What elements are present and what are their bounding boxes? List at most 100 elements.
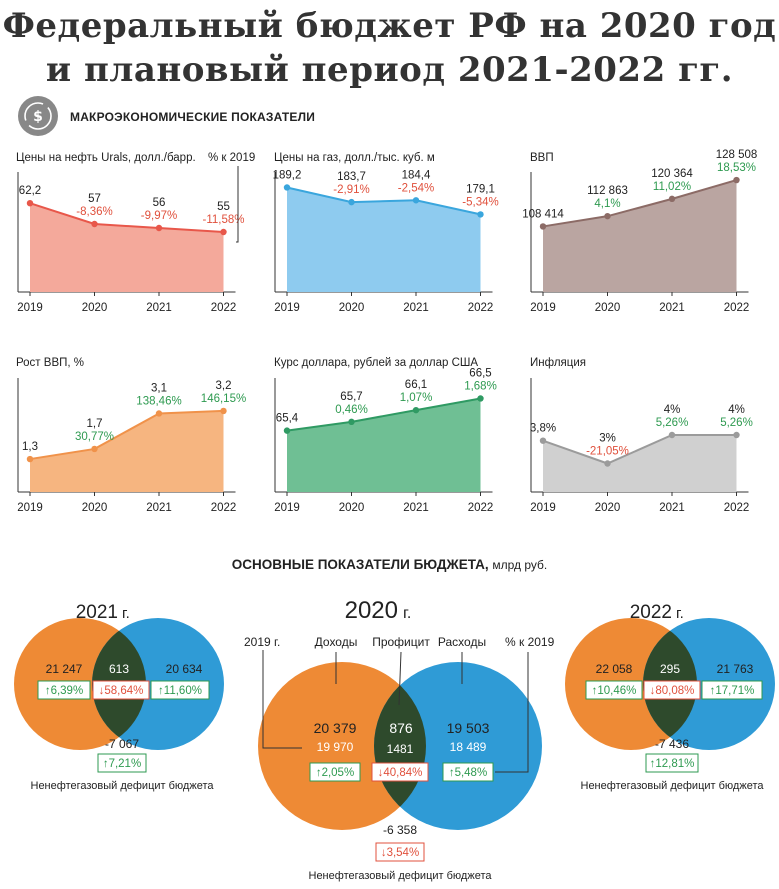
data-point: [91, 445, 98, 453]
deficit-2021: -7 067: [105, 737, 139, 751]
data-label: 65,7: [340, 391, 362, 403]
data-point: [348, 198, 355, 206]
deficit-2020: -6 358: [383, 823, 417, 837]
data-label: 179,1: [466, 183, 495, 195]
x-tick-label: 2020: [595, 502, 621, 514]
data-label: 1,7: [87, 418, 103, 430]
x-tick-label: 2022: [211, 502, 237, 514]
area-fill: [543, 435, 737, 492]
x-tick-label: 2021: [659, 302, 685, 314]
pct-label: 5,26%: [720, 417, 753, 429]
pct-label: -8,36%: [76, 206, 112, 218]
surplus-pct-2021: ↓58,64%: [99, 685, 144, 697]
x-tick-label: 2021: [403, 302, 429, 314]
income-pct-2020: ↑2,05%: [316, 767, 354, 779]
year-suffix-2022: г.: [676, 605, 684, 622]
surplus-2022: 295: [660, 662, 680, 676]
data-point: [604, 212, 611, 220]
area-fill: [30, 203, 224, 292]
expense-2022: 21 763: [717, 662, 754, 676]
chart-title-gdp: ВВП: [530, 152, 554, 164]
series-line: [542, 179, 737, 228]
x-tick-label: 2019: [274, 502, 300, 514]
chart-title-usd: Курс доллара, рублей за доллар США: [274, 357, 479, 369]
deficit-2022: -7 436: [655, 737, 689, 751]
data-point: [220, 228, 227, 236]
pct-label: 4,1%: [594, 198, 620, 210]
pct-label: -2,54%: [398, 182, 434, 194]
year-2021: 2021: [76, 602, 118, 623]
data-label: 120 364: [651, 168, 693, 180]
pct-label: 30,77%: [75, 431, 114, 443]
year-2022: 2022: [630, 602, 672, 623]
pct-label: 1,68%: [464, 380, 497, 392]
data-point: [477, 211, 484, 218]
expense-pct-2022-box: [701, 680, 763, 700]
connector-pct: [495, 652, 529, 773]
chart-title-gdp-growth: Рост ВВП, %: [16, 357, 84, 369]
data-label: 66,5: [469, 367, 491, 379]
data-point: [26, 200, 34, 207]
deficit-pct-2020: ↓3,54%: [381, 847, 419, 859]
data-point: [155, 410, 163, 417]
data-point: [26, 455, 34, 463]
data-label: 1,3: [22, 441, 38, 453]
chart-title-gas: Цены на газ, долл./тыс. куб. м: [274, 152, 435, 164]
col-surplus: Профицит: [372, 635, 430, 649]
page-title-line-2: и плановый период 2021-2022 гг.: [45, 50, 734, 90]
series-line: [286, 186, 481, 216]
data-label: 4%: [664, 404, 681, 416]
deficit-pct-2021-box: [97, 753, 147, 773]
income-pct-2020-box: [309, 762, 361, 782]
page-title-line-1: Федеральный бюджет РФ на 2020 год: [2, 6, 777, 46]
data-label: 55: [217, 201, 230, 213]
surplus-pct-2020-box: [371, 762, 429, 782]
col-expense: Расходы: [438, 635, 486, 649]
data-point: [477, 395, 484, 402]
deficit-label-2020: Ненефтегазовый дефицит бюджета: [309, 870, 493, 882]
income-2019: 19 970: [317, 740, 354, 754]
macro-section-title: МАКРОЭКОНОМИЧЕСКИЕ ПОКАЗАТЕЛИ: [70, 110, 316, 124]
surplus-pct-2020: ↓40,84%: [378, 767, 423, 779]
col-income: Доходы: [315, 635, 358, 649]
deficit-pct-2022: ↑12,81%: [650, 758, 695, 770]
x-tick-label: 2022: [724, 302, 750, 314]
surplus-overlap: [92, 618, 146, 750]
data-point: [412, 197, 420, 204]
x-tick-label: 2019: [530, 302, 556, 314]
income-circle: [258, 662, 426, 830]
deficit-pct-2020-box: [375, 842, 425, 862]
data-label: 3,8%: [530, 423, 556, 435]
pct-label: 0,46%: [335, 404, 368, 416]
data-point: [155, 224, 163, 232]
expense-pct-2022: ↑17,71%: [710, 685, 755, 697]
data-label: 128 508: [716, 149, 758, 161]
income-pct-2022-box: [585, 680, 643, 700]
pct-label: -5,34%: [462, 196, 498, 208]
data-label: 189,2: [273, 169, 302, 181]
data-point: [412, 406, 420, 414]
x-tick-label: 2022: [468, 302, 494, 314]
surplus-pct-2021-box: [92, 680, 150, 700]
expense-2019: 18 489: [450, 740, 487, 754]
x-tick-label: 2020: [339, 502, 365, 514]
deficit-label-2022: Ненефтегазовый дефицит бюджета: [581, 780, 765, 792]
col-pct: % к 2019: [505, 635, 555, 649]
data-point: [283, 427, 291, 434]
data-point: [283, 184, 291, 191]
data-label: 4%: [728, 404, 745, 416]
year-suffix-2020: г.: [403, 605, 411, 622]
pct-label: -21,05%: [586, 446, 629, 458]
series-line: [286, 397, 481, 432]
x-tick-label: 2021: [403, 502, 429, 514]
col-2019: 2019 г.: [244, 635, 280, 649]
budget-section-title: ОСНОВНЫЕ ПОКАЗАТЕЛИ БЮДЖЕТА, млрд руб.: [231, 557, 548, 572]
expense-pct-2020: ↑5,48%: [449, 767, 487, 779]
x-tick-label: 2020: [82, 502, 108, 514]
deficit-label-2021: Ненефтегазовый дефицит бюджета: [31, 780, 215, 792]
income-2022: 22 058: [596, 662, 633, 676]
x-tick-label: 2021: [146, 302, 172, 314]
chart-side-label: % к 2019: [208, 152, 256, 164]
